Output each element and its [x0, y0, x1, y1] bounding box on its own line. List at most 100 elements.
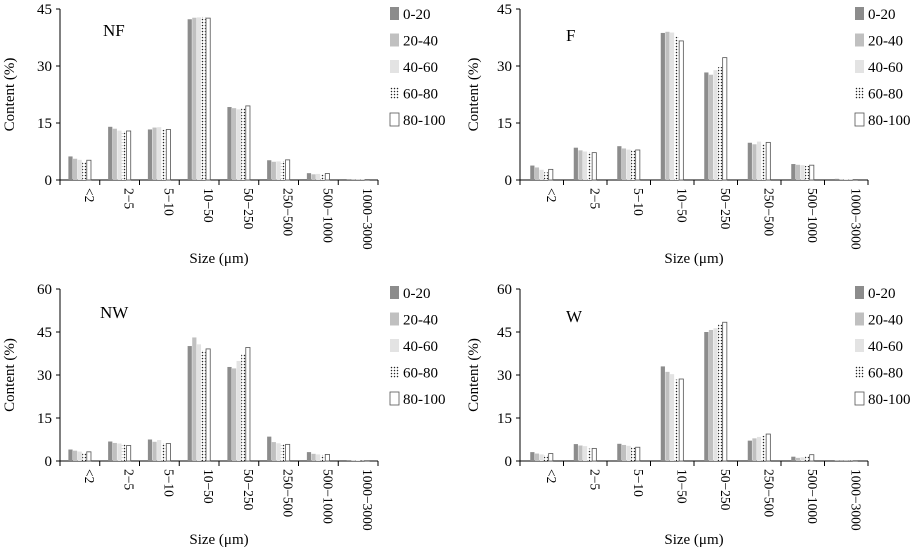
x-tick-label: 1000−3000 [848, 469, 863, 531]
x-tick-label: 2−5 [587, 188, 602, 209]
panel-title: F [566, 26, 575, 45]
x-tick-label: 2−5 [587, 469, 602, 490]
y-tick-label: 0 [45, 454, 53, 470]
bar [617, 146, 622, 180]
bar [346, 460, 351, 461]
bar [548, 453, 554, 462]
x-tick-label: 10−50 [674, 188, 689, 223]
bar [843, 179, 849, 180]
y-tick-label: 0 [505, 173, 513, 189]
x-axis-label: Size (μm) [664, 251, 723, 267]
y-tick-label: 15 [37, 116, 52, 132]
x-tick-label: 10−50 [674, 469, 689, 504]
bar [718, 67, 723, 180]
x-tick-label: 50−250 [241, 188, 256, 230]
legend-swatch [389, 112, 400, 127]
legend-label: 20-40 [403, 313, 438, 329]
x-tick-label: 5−10 [631, 188, 646, 216]
legend-label: 80-100 [868, 113, 911, 129]
bar [761, 435, 766, 461]
bar [324, 173, 330, 181]
legend-label: 40-60 [868, 60, 903, 76]
bar [544, 455, 549, 461]
bar [267, 436, 272, 461]
bar [617, 443, 622, 461]
x-tick-label: 1000−3000 [848, 188, 863, 250]
bar [591, 152, 597, 181]
chart-panel-w: 0 15 30 45 60 <2 2−5 5−10 10−50 50−250 250−500 500−… [466, 282, 911, 548]
x-tick-label: 250−500 [761, 188, 776, 236]
x-tick-label: 50−250 [718, 188, 733, 230]
panel-title: NW [100, 303, 129, 322]
bar [834, 178, 839, 180]
bar [306, 173, 312, 180]
bar [665, 371, 670, 461]
bar [809, 164, 815, 181]
bar [241, 108, 246, 180]
x-tick-label: 5−10 [161, 188, 176, 216]
bar [192, 17, 197, 180]
bar [548, 168, 554, 181]
bar [231, 368, 237, 461]
bar [800, 457, 805, 461]
bar [544, 172, 549, 180]
y-tick-label: 45 [37, 2, 52, 18]
bar [834, 460, 839, 461]
y-tick-label: 45 [497, 2, 512, 18]
y-axis-label: Content (%) [466, 58, 482, 132]
x-axis-label: Size (μm) [189, 532, 248, 548]
legend-swatch [855, 7, 864, 20]
bar [236, 109, 241, 180]
bar [578, 445, 583, 461]
bar [621, 444, 627, 461]
x-tick-label: 500−1000 [805, 188, 820, 243]
legend-label: 60-80 [403, 87, 438, 103]
x-axis-label: Size (μm) [189, 251, 248, 267]
bar [201, 350, 206, 461]
x-tick-label: 10−50 [201, 188, 216, 223]
bar [534, 453, 540, 461]
legend-swatch [390, 286, 399, 299]
bar [539, 169, 544, 180]
bar [752, 144, 757, 180]
bar [112, 128, 117, 180]
bar [86, 159, 92, 181]
bar [346, 179, 351, 180]
y-tick-label: 0 [45, 173, 53, 189]
legend-swatch [855, 60, 864, 73]
legend-label: 20-40 [403, 34, 438, 50]
bar [631, 447, 636, 461]
x-tick-label: 50−250 [241, 469, 256, 511]
legend-label: 0-20 [403, 7, 431, 23]
bar [72, 158, 78, 180]
legend-label: 80-100 [868, 392, 911, 408]
legend-swatch [390, 86, 399, 100]
bar [587, 152, 592, 180]
bar [276, 161, 281, 180]
bar [126, 130, 132, 181]
legend-label: 60-80 [403, 366, 438, 382]
bar [747, 440, 752, 461]
legend-swatch [855, 339, 864, 352]
bar [718, 324, 723, 461]
bar [626, 149, 631, 180]
bar [761, 143, 766, 180]
bar [165, 443, 171, 462]
y-tick-label: 15 [37, 411, 52, 427]
bar [674, 379, 679, 461]
bar [669, 374, 675, 461]
bar [587, 448, 592, 461]
bar [285, 159, 291, 181]
bar [121, 444, 127, 461]
bar [839, 179, 844, 180]
y-tick-label: 15 [497, 411, 512, 427]
x-tick-label: 2−5 [122, 469, 137, 490]
legend-swatch [390, 7, 399, 20]
bar [674, 36, 679, 180]
bar [285, 443, 291, 462]
bar [311, 453, 316, 461]
panel-title: NF [103, 21, 125, 40]
y-axis-label: Content (%) [466, 338, 482, 412]
x-tick-label: 5−10 [631, 469, 646, 497]
